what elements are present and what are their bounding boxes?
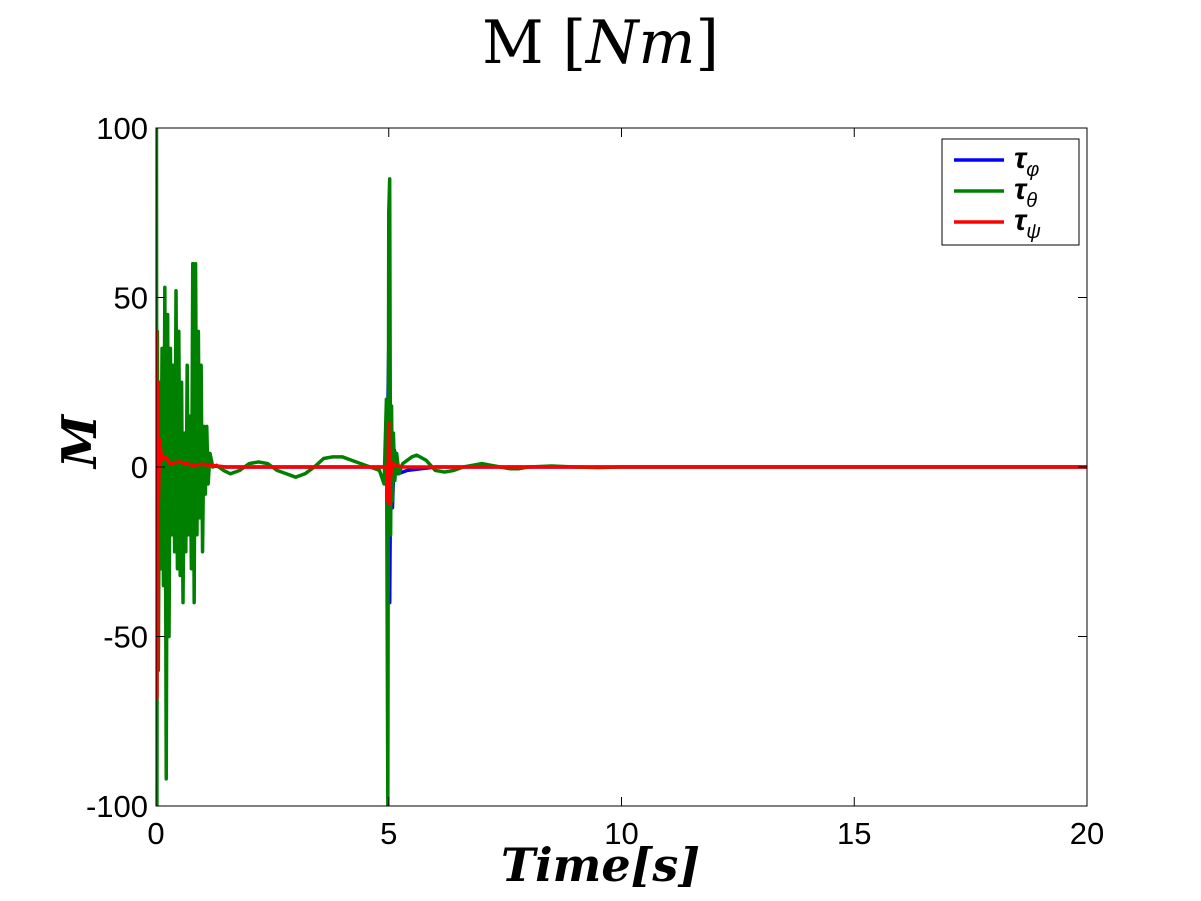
chart-title: M [Nm] bbox=[482, 8, 719, 78]
chart-title-main: M bbox=[482, 8, 544, 78]
y-tick-label: 0 bbox=[131, 450, 148, 485]
x-tick-label: 10 bbox=[604, 816, 638, 851]
x-axis-label: Time[s] bbox=[500, 838, 701, 892]
x-tick-label: 5 bbox=[380, 816, 397, 851]
legend-label: τψ bbox=[1014, 204, 1041, 243]
x-tick-label: 20 bbox=[1070, 816, 1104, 851]
x-tick-label: 15 bbox=[837, 816, 871, 851]
x-axis-label-main: Time bbox=[500, 838, 631, 892]
x-axis-label-unit: s bbox=[652, 838, 679, 892]
legend-label: τθ bbox=[1014, 173, 1037, 212]
y-tick-label: 50 bbox=[114, 281, 148, 316]
y-axis-label: M bbox=[52, 414, 108, 468]
y-tick-label: -50 bbox=[103, 620, 148, 655]
legend-label: τφ bbox=[1014, 142, 1039, 181]
x-tick-label: 0 bbox=[147, 816, 164, 851]
y-tick-label: -100 bbox=[86, 789, 148, 824]
y-tick-label: 100 bbox=[96, 111, 148, 146]
chart-title-unit: Nm bbox=[586, 8, 696, 78]
series-line-1 bbox=[156, 128, 1087, 806]
series-line-2 bbox=[156, 329, 1087, 700]
